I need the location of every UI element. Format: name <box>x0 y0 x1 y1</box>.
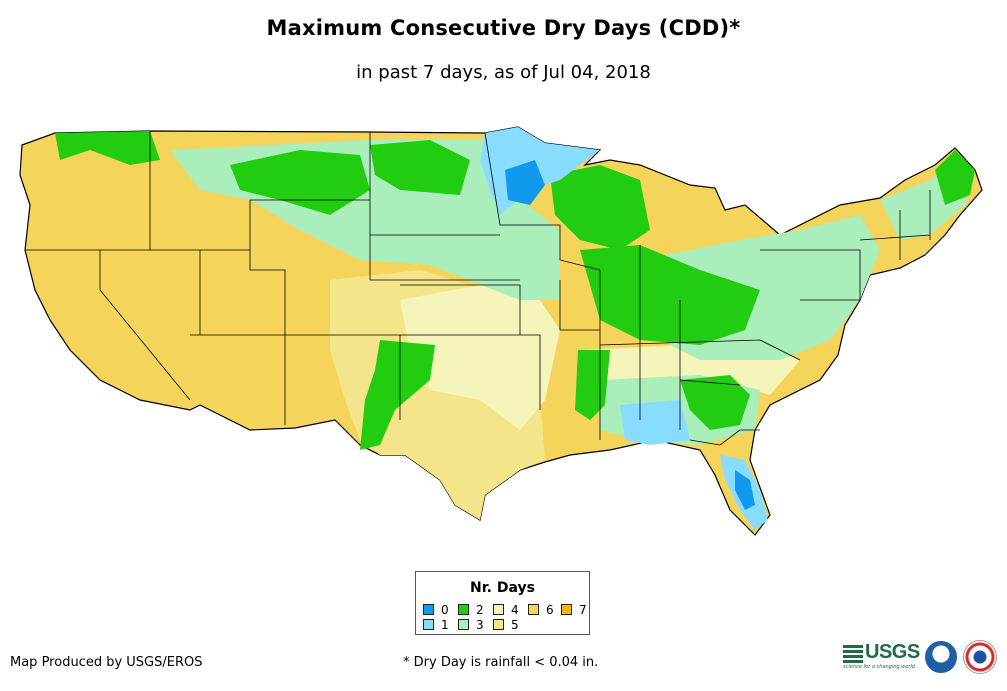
legend: Nr. Days 0 1 2 3 4 5 6 7 <box>415 571 590 635</box>
region-2days-maine <box>935 150 975 205</box>
usgs-tagline: science for a changing world <box>843 664 915 670</box>
legend-swatch-5 <box>493 619 504 630</box>
region-2days-ms <box>575 350 610 420</box>
legend-label-7: 7 <box>579 603 587 617</box>
legend-swatch-7 <box>561 604 572 615</box>
region-1day-gulf <box>620 400 690 445</box>
legend-label-0: 0 <box>441 603 449 617</box>
legend-swatch-1 <box>423 619 434 630</box>
credit-text: Map Produced by USGS/EROS <box>10 655 203 670</box>
legend-label-4: 4 <box>511 603 519 617</box>
usgs-logo: USGS science for a changing world <box>843 641 920 670</box>
region-0days-fl <box>735 470 755 510</box>
legend-swatch-6 <box>528 604 539 615</box>
noaa-logo-icon <box>925 641 957 673</box>
region-2days-ohio <box>580 245 760 345</box>
legend-label-3: 3 <box>476 618 484 632</box>
region-2days-north <box>55 131 160 165</box>
region-0days-mn <box>505 160 545 205</box>
region-2days-wi <box>550 165 650 250</box>
legend-label-2: 2 <box>476 603 484 617</box>
dry-day-note: * Dry Day is rainfall < 0.04 in. <box>403 655 599 670</box>
nws-logo-icon <box>963 640 997 674</box>
legend-swatch-4 <box>493 604 504 615</box>
legend-swatch-3 <box>458 619 469 630</box>
usgs-wave-icon <box>843 645 863 663</box>
legend-label-1: 1 <box>441 618 449 632</box>
legend-swatch-0 <box>423 604 434 615</box>
legend-swatch-2 <box>458 604 469 615</box>
region-2days-mt <box>230 150 370 215</box>
region-2days-nm <box>360 340 435 450</box>
region-2days-nd <box>370 140 470 195</box>
legend-label-6: 6 <box>546 603 554 617</box>
legend-title: Nr. Days <box>470 580 535 596</box>
state-boundaries <box>25 131 931 446</box>
usgs-logo-text: USGS <box>865 641 920 663</box>
legend-label-5: 5 <box>511 618 519 632</box>
map-subtitle: in past 7 days, as of Jul 04, 2018 <box>356 62 651 83</box>
region-2days-ga <box>680 375 750 430</box>
map-title: Maximum Consecutive Dry Days (CDD)* <box>266 16 741 40</box>
